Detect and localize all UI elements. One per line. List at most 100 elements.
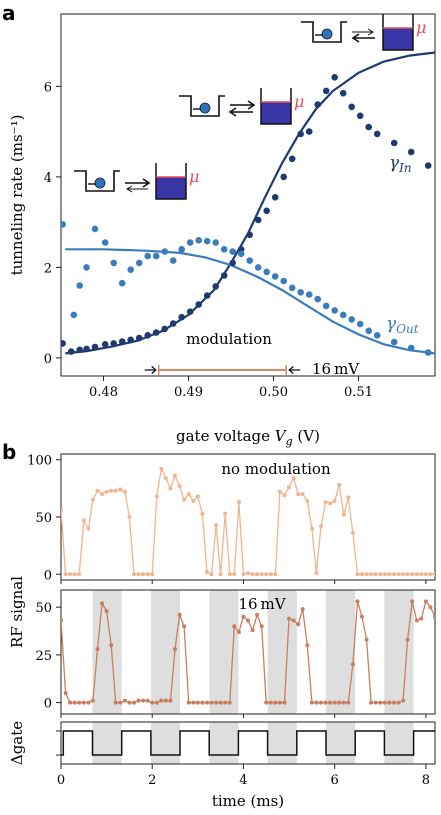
rf-sample-point [186, 492, 191, 497]
data-point-gamma-out [331, 307, 339, 314]
data-point-gamma-out [305, 291, 313, 298]
data-point-gamma-out [365, 327, 373, 335]
rf-sample-point [104, 489, 109, 494]
data-point-gamma-in [271, 194, 279, 201]
rf-sample-point [81, 518, 86, 523]
range-arrow-left [144, 366, 157, 374]
rf-sample-point [182, 624, 187, 629]
rf-sample-point [109, 643, 114, 648]
rf-sample-point [433, 614, 435, 619]
rf-sample-point [205, 700, 209, 705]
x-tick-label: 2 [148, 773, 156, 788]
rf-sample-point [61, 618, 63, 623]
data-point-gamma-in [254, 216, 262, 224]
rf-sample-point [392, 572, 396, 577]
rf-sample-point [95, 488, 100, 493]
data-point-gamma-in [424, 162, 432, 169]
rf-sample-point [309, 526, 314, 531]
y-tick-label: 0 [44, 697, 52, 712]
rf-sample-point [428, 572, 433, 577]
rf-sample-point [364, 572, 369, 577]
rf-sample-point [141, 572, 146, 577]
data-point-gamma-out [229, 248, 236, 255]
rf-sample-point [401, 698, 406, 703]
rf-sample-point [163, 476, 168, 481]
rf-sample-point [191, 700, 196, 705]
rf-sample-point [287, 485, 291, 490]
mu-label: μ [294, 92, 304, 111]
panel-label-b: b [2, 440, 16, 464]
electron-dot [94, 177, 106, 189]
rf-sample-point [264, 700, 269, 705]
data-point-gamma-out [161, 248, 168, 255]
y-tick-label: 50 [35, 511, 52, 526]
rf-sample-point [100, 601, 104, 606]
rf-sample-point [118, 487, 123, 492]
tunnel-out-arrow [228, 107, 253, 117]
rf-sample-point [277, 700, 282, 705]
data-point-gamma-out [91, 225, 99, 233]
rf-sample-point [163, 698, 168, 703]
gate-low-shade [267, 590, 297, 714]
rf-sample-point [227, 700, 232, 705]
data-point-gamma-out [169, 257, 177, 264]
reservoir-wall [155, 163, 187, 200]
tunnel-out-arrow [126, 185, 148, 193]
y-tick-label: 6 [44, 80, 52, 95]
data-point-gamma-out [280, 277, 288, 285]
panel-b-mid-frame [60, 589, 436, 715]
rf-sample-point [378, 572, 383, 577]
data-point-gamma-in [101, 341, 109, 348]
x-tick-label: 0.49 [174, 385, 203, 400]
data-point-gamma-out [314, 295, 322, 303]
rf-sample-point [323, 500, 328, 505]
rf-sample-point [364, 637, 369, 642]
rf-sample-point [236, 500, 241, 505]
rf-sample-point [246, 618, 250, 623]
rf-sample-point [373, 572, 378, 577]
ylabel-delta-gate: Δgate [8, 721, 26, 765]
data-point-gamma-in [91, 343, 99, 351]
gate-low-shade [325, 722, 356, 764]
gate-low-shade [267, 722, 297, 764]
rf-sample-point [300, 607, 305, 612]
rf-sample-point [255, 572, 260, 577]
data-point-gamma-in [83, 345, 90, 353]
reservoir-fill [383, 28, 413, 50]
rf-sample-point [300, 492, 305, 497]
rf-sample-point [287, 616, 291, 621]
rf-sample-point [314, 571, 319, 576]
rf-sample-point [63, 572, 68, 577]
tunnel-in-arrow [125, 178, 151, 188]
rf-sample-point [378, 700, 383, 705]
rf-sample-point [360, 572, 364, 577]
quantum-dot-well [74, 170, 120, 192]
rf-sample-point [168, 698, 173, 703]
rf-sample-point [209, 700, 214, 705]
data-point-gamma-out [246, 257, 253, 264]
data-point-gamma-in [390, 139, 398, 147]
rf-sample-point [168, 486, 173, 491]
y-tick-label: 0 [44, 352, 52, 367]
rf-sample-point [127, 700, 132, 705]
rf-sample-point [360, 614, 364, 619]
data-point-gamma-in [331, 74, 339, 81]
tunneling-schematic: μ [74, 163, 199, 200]
quantum-dot-well [179, 95, 225, 117]
rf-sample-point [113, 488, 118, 493]
data-point-gamma-in [161, 325, 168, 333]
rf-sample-point [419, 616, 424, 621]
data-point-gamma-in [246, 231, 253, 239]
rf-sample-point [250, 572, 255, 577]
rf-sample-point [72, 572, 77, 577]
data-point-gamma-in [61, 340, 66, 347]
reservoir-fill [261, 102, 291, 124]
rf-trace-line [61, 466, 435, 576]
rf-sample-point [277, 489, 282, 494]
tunneling-schematics: μ μ μ [74, 14, 426, 200]
tunneling-schematic: μ [301, 14, 426, 51]
rf-sample-point [122, 489, 127, 494]
rf-sample-point [214, 523, 219, 527]
ylabel-tunneling-rate: tunneling rate (ms⁻¹) [8, 115, 26, 276]
